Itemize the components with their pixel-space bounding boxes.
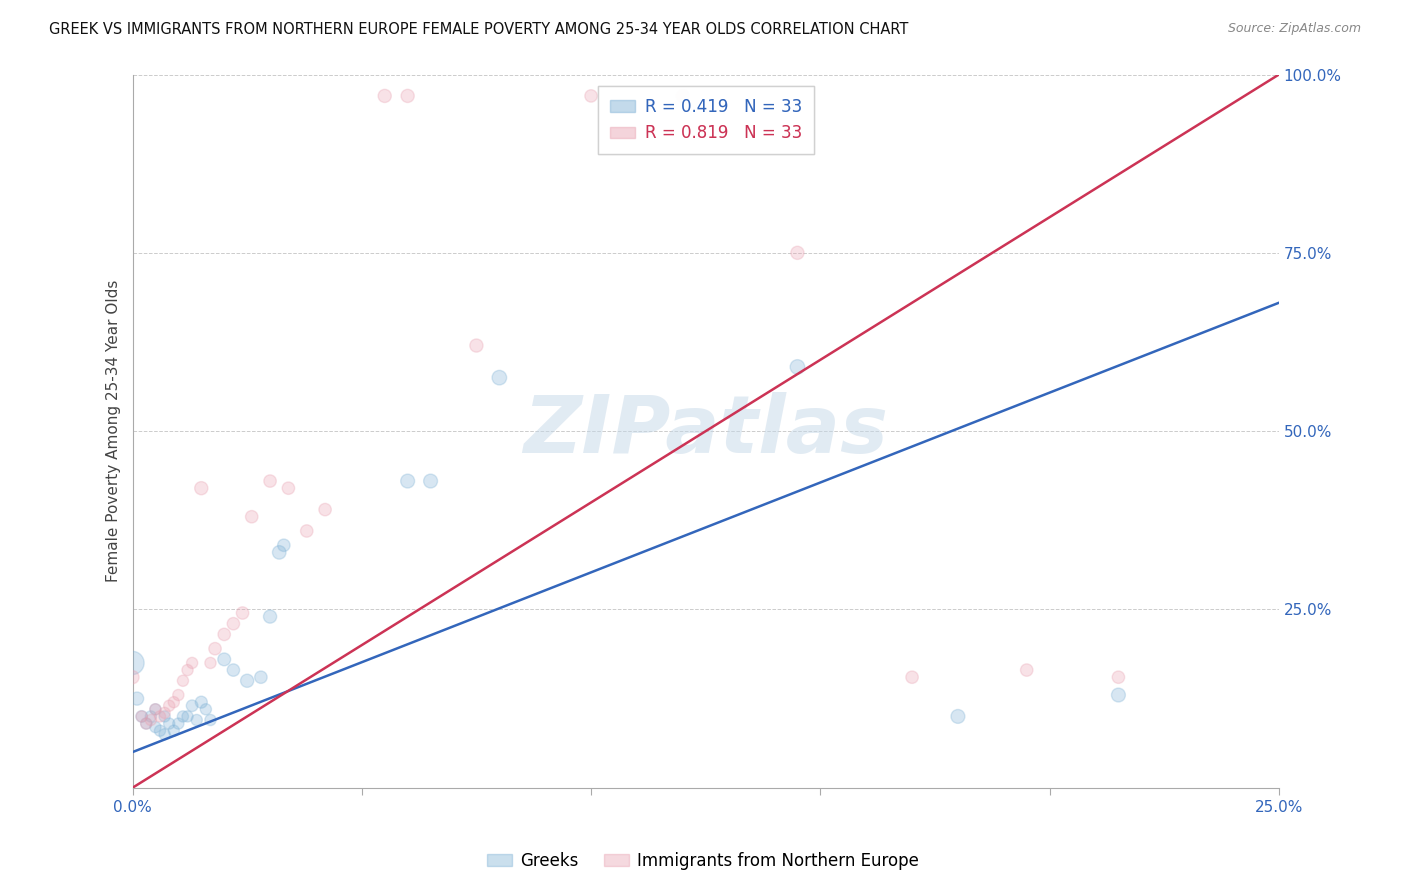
Point [236, 673, 259, 688]
Point [465, 338, 488, 352]
Point [135, 716, 157, 731]
Point [131, 709, 153, 723]
Point [222, 616, 245, 631]
Point [194, 702, 217, 716]
Legend: Greeks, Immigrants from Northern Europe: Greeks, Immigrants from Northern Europe [481, 846, 925, 877]
Point [200, 656, 222, 670]
Point [212, 652, 235, 666]
Point [139, 713, 162, 727]
Point [240, 509, 263, 524]
Point [167, 716, 190, 731]
Legend: R = 0.419   N = 33, R = 0.819   N = 33: R = 0.419 N = 33, R = 0.819 N = 33 [598, 87, 814, 154]
Point [314, 502, 336, 516]
Point [204, 641, 226, 656]
Point [277, 481, 299, 495]
Point [419, 474, 441, 488]
Point [396, 474, 419, 488]
Point [135, 716, 157, 731]
Text: Source: ZipAtlas.com: Source: ZipAtlas.com [1227, 22, 1361, 36]
Point [149, 709, 172, 723]
Point [259, 609, 281, 624]
Point [786, 359, 808, 374]
Point [153, 706, 176, 720]
Point [172, 709, 194, 723]
Point [145, 720, 167, 734]
Point [190, 695, 212, 709]
Point [295, 524, 318, 538]
Point [186, 713, 208, 727]
Point [157, 716, 180, 731]
Point [163, 723, 186, 738]
Point [212, 627, 235, 641]
Point [176, 663, 198, 677]
Point [222, 663, 245, 677]
Point [145, 702, 167, 716]
Point [176, 709, 198, 723]
Point [259, 474, 281, 488]
Point [121, 670, 143, 684]
Point [145, 702, 167, 716]
Point [181, 698, 204, 713]
Point [121, 656, 143, 670]
Point [273, 538, 295, 552]
Point [163, 695, 186, 709]
Point [488, 370, 510, 384]
Point [149, 723, 172, 738]
Point [250, 670, 273, 684]
Point [396, 89, 419, 103]
Y-axis label: Female Poverty Among 25-34 Year Olds: Female Poverty Among 25-34 Year Olds [107, 280, 121, 582]
Point [153, 709, 176, 723]
Point [131, 709, 153, 723]
Point [139, 709, 162, 723]
Point [374, 89, 396, 103]
Point [167, 688, 190, 702]
Point [181, 656, 204, 670]
Point [786, 245, 808, 260]
Point [1107, 688, 1129, 702]
Point [200, 713, 222, 727]
Point [232, 606, 254, 620]
Point [1107, 670, 1129, 684]
Point [901, 670, 924, 684]
Point [157, 698, 180, 713]
Point [269, 545, 291, 559]
Point [127, 691, 149, 706]
Point [672, 89, 695, 103]
Point [946, 709, 969, 723]
Text: GREEK VS IMMIGRANTS FROM NORTHERN EUROPE FEMALE POVERTY AMONG 25-34 YEAR OLDS CO: GREEK VS IMMIGRANTS FROM NORTHERN EUROPE… [49, 22, 908, 37]
Text: ZIPatlas: ZIPatlas [523, 392, 889, 470]
Point [190, 481, 212, 495]
Point [153, 727, 176, 741]
Point [172, 673, 194, 688]
Point [579, 89, 602, 103]
Point [1015, 663, 1038, 677]
